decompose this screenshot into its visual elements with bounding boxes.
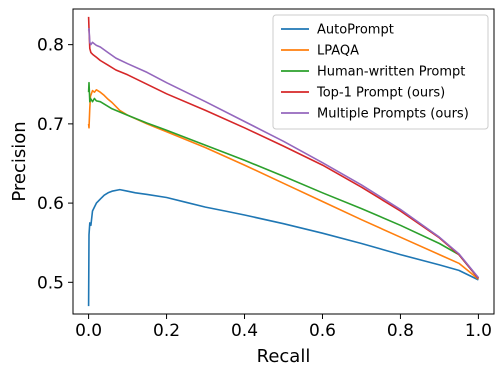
x-tick-label: 0.4 [231,321,258,341]
legend-label-5: Multiple Prompts (ours) [317,107,469,122]
x-tick-label: 0.6 [309,321,336,341]
y-tick-label: 0.7 [37,115,64,135]
x-tick-label: 0.8 [387,321,414,341]
y-axis-label: Precision [9,121,30,201]
series-line-4 [87,16,480,279]
series-line-3 [87,81,480,279]
y-tick-label: 0.5 [37,273,64,293]
x-tick-label: 0.0 [75,321,102,341]
plot-frame [72,8,495,315]
legend-label-3: Human-written Prompt [317,65,465,80]
x-axis-label: Recall [257,346,311,367]
x-tick-label: 0.2 [153,321,180,341]
x-tick-label: 1.0 [465,321,492,341]
y-tick-label: 0.8 [37,36,64,56]
legend: AutoPrompt LPAQA Human-written Prompt Top-1… [272,14,489,130]
series-line-5 [87,28,480,279]
axis-ticks: 0.0 0.2 0.4 0.6 0.8 1.0 0.5 0.6 0.7 0.8 [37,36,492,341]
series-lines [87,16,480,307]
legend-box [272,14,489,130]
legend-label-4: Top-1 Prompt (ours) [316,86,445,101]
y-tick-label: 0.6 [37,194,64,214]
legend-label-2: LPAQA [317,44,359,59]
legend-label-1: AutoPrompt [317,23,394,38]
series-line-1 [87,188,479,307]
